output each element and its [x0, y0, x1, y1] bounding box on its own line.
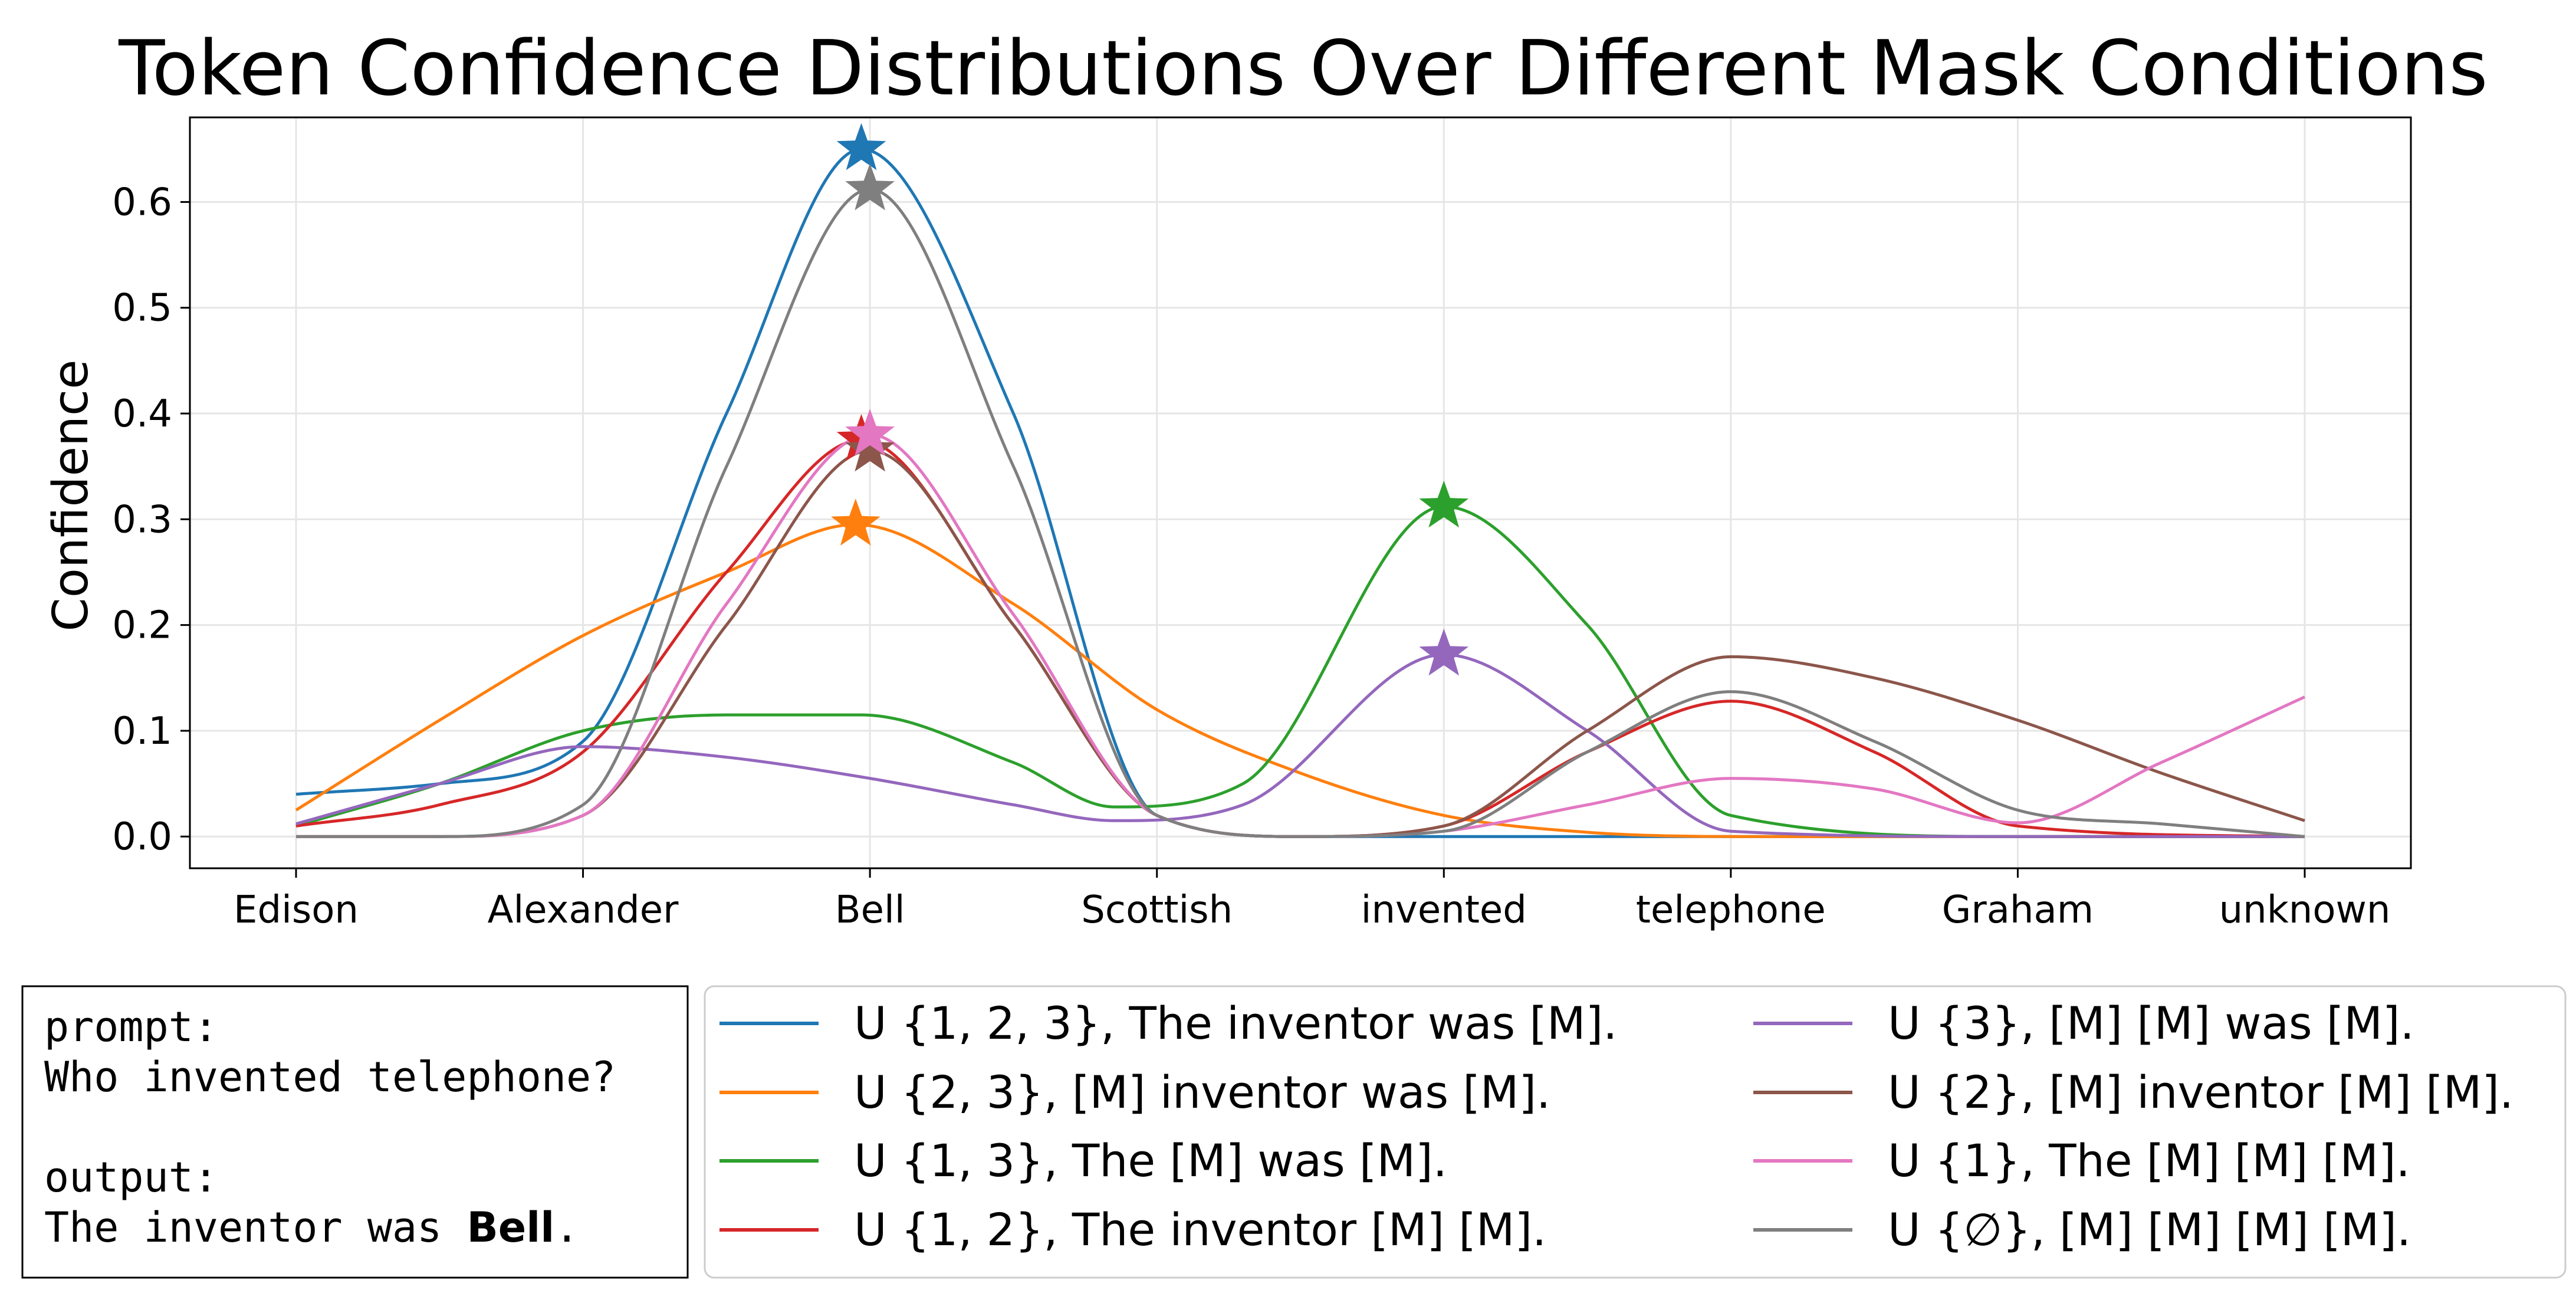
- peak-star-marker-7: [845, 408, 895, 456]
- legend-label-2: U {2, 3}, [M] inventor was [M].: [854, 1066, 1550, 1118]
- series-layer: [295, 147, 2306, 838]
- series-line-5: [295, 653, 2305, 838]
- plot-frame: [189, 116, 2412, 869]
- y-axis-label: Confidence: [43, 359, 99, 631]
- output-label: output:: [44, 1153, 218, 1202]
- x-tick-label: Scottish: [1081, 888, 1233, 932]
- legend-label-6: U {2}, [M] inventor [M] [M].: [1888, 1066, 2513, 1118]
- y-axis: 0.0 0.1 0.2 0.3 0.4 0.5 0.6: [112, 180, 190, 859]
- legend: U {1, 2, 3}, The inventor was [M]. U {2, …: [704, 985, 2567, 1279]
- output-prefix: The inventor was: [44, 1203, 466, 1252]
- legend-label-5: U {3}, [M] [M] was [M].: [1888, 997, 2414, 1049]
- x-tick-label: invented: [1361, 888, 1527, 932]
- series-line-4: [295, 438, 2305, 838]
- peak-star-marker-8: [845, 163, 895, 211]
- y-tick-label: 0.2: [112, 604, 172, 648]
- x-tick-label: Alexander: [488, 888, 679, 932]
- y-tick-label: 0.5: [112, 287, 172, 330]
- grid-layer: [190, 117, 2411, 868]
- chart-title: Token Confidence Distributions Over Diff…: [118, 25, 2488, 113]
- prompt-label: prompt:: [44, 1003, 218, 1051]
- legend-label-3: U {1, 3}, The [M] was [M].: [854, 1134, 1447, 1187]
- y-tick-label: 0.0: [112, 815, 172, 859]
- peak-star-marker-6: [845, 424, 895, 472]
- y-tick-label: 0.6: [112, 180, 172, 224]
- series-line-6: [296, 449, 2305, 838]
- x-tick-label: Edison: [234, 888, 359, 932]
- series-line-3: [295, 505, 2305, 838]
- x-tick-label: unknown: [2219, 888, 2391, 932]
- series-line-7: [296, 433, 2306, 838]
- output-suffix: .: [554, 1203, 579, 1252]
- series-line-8: [296, 188, 2305, 838]
- legend-frame: [704, 985, 2567, 1279]
- x-tick-label: Graham: [1942, 888, 2094, 932]
- legend-label-4: U {1, 2}, The inventor [M] [M].: [854, 1203, 1546, 1256]
- info-box-frame: [21, 985, 689, 1279]
- x-axis: Edison Alexander Bell Scottish invented telep…: [234, 868, 2390, 932]
- x-tick-label: telephone: [1636, 888, 1826, 932]
- output-bold-token: Bell: [466, 1203, 554, 1252]
- legend-label-8: U {∅}, [M] [M] [M] [M].: [1888, 1203, 2411, 1256]
- legend-label-1: U {1, 2, 3}, The inventor was [M].: [854, 997, 1617, 1049]
- peak-star-marker-5: [1419, 628, 1469, 676]
- y-tick-label: 0.3: [112, 498, 172, 541]
- output-text: The inventor was Bell.: [44, 1203, 579, 1252]
- prompt-text: Who invented telephone?: [44, 1053, 616, 1101]
- y-tick-label: 0.1: [112, 710, 172, 753]
- y-tick-label: 0.4: [112, 392, 172, 436]
- x-tick-label: Bell: [835, 888, 905, 932]
- peak-star-marker-2: [831, 498, 880, 546]
- peak-layer: [831, 123, 1469, 676]
- series-line-1: [295, 147, 2305, 838]
- peak-star-marker-3: [1419, 480, 1469, 528]
- legend-label-7: U {1}, The [M] [M] [M].: [1888, 1134, 2410, 1187]
- peak-star-marker-1: [836, 123, 886, 170]
- info-box: prompt: Who invented telephone? output: …: [21, 985, 689, 1279]
